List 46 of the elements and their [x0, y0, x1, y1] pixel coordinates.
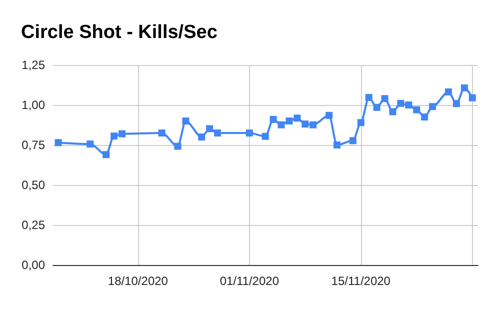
point	[246, 130, 253, 136]
point	[460, 84, 468, 92]
y-tick-label: 0,25	[22, 218, 46, 232]
y-tick-label: 1,25	[22, 58, 46, 72]
point	[206, 125, 214, 132]
point	[198, 134, 206, 140]
point	[452, 100, 460, 108]
y-tick-label: 0,75	[22, 138, 46, 152]
point	[262, 132, 269, 140]
point	[214, 130, 222, 136]
point	[110, 132, 118, 140]
x-tick-label: 01/11/2020	[220, 274, 280, 288]
point	[397, 100, 404, 107]
point	[118, 130, 126, 138]
point	[444, 88, 452, 96]
x-tick-label: 15/11/2020	[331, 274, 391, 288]
y-tick-label: 0,50	[22, 178, 46, 192]
point	[421, 114, 428, 120]
point	[468, 94, 476, 102]
y-tick-label: 0,00	[22, 258, 46, 272]
chart-title: Circle Shot - Kills/Sec	[21, 22, 218, 43]
point	[294, 114, 301, 122]
point	[357, 119, 364, 126]
point	[365, 94, 372, 101]
point	[381, 95, 388, 102]
x-tick-label: 18/10/2020	[108, 274, 168, 288]
y-tick-label: 1,00	[22, 98, 46, 112]
point	[333, 142, 340, 148]
point	[302, 120, 309, 128]
point	[429, 103, 436, 110]
point	[54, 139, 62, 146]
point	[405, 102, 412, 108]
point	[373, 104, 380, 111]
point	[86, 140, 94, 148]
point	[310, 121, 317, 128]
point	[286, 118, 293, 124]
point	[389, 108, 396, 116]
point	[102, 151, 110, 158]
point	[270, 116, 277, 123]
point	[182, 118, 190, 124]
point	[413, 106, 420, 114]
point	[158, 130, 166, 136]
point	[174, 142, 182, 150]
point	[278, 121, 285, 128]
point	[326, 112, 333, 119]
point	[349, 137, 356, 144]
